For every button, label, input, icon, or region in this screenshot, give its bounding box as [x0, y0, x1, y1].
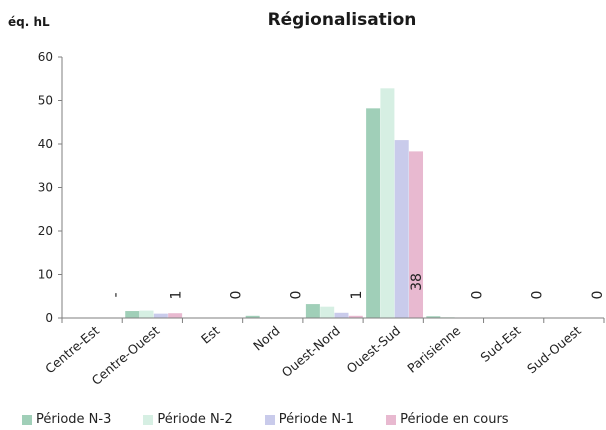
- bar: [320, 306, 335, 318]
- legend-label: Période en cours: [400, 412, 509, 427]
- legend-swatch: [22, 414, 32, 425]
- y-tick-label: 10: [38, 268, 53, 282]
- bar: [409, 151, 424, 318]
- bar: [426, 316, 441, 318]
- bar: [380, 88, 395, 318]
- bar: [245, 315, 260, 318]
- bar: [366, 108, 381, 318]
- x-tick-label: Centre-Est: [42, 323, 102, 377]
- data-label: -: [108, 292, 124, 297]
- data-label: 0: [530, 291, 546, 300]
- bar: [305, 304, 320, 318]
- bar: [334, 312, 349, 318]
- data-label: 38: [409, 273, 425, 291]
- legend-swatch: [264, 414, 275, 425]
- x-tick-label: Ouest-Sud: [344, 323, 404, 376]
- y-tick-label: 30: [38, 181, 53, 195]
- legend-item: Période N-2: [143, 412, 233, 427]
- data-label: 0: [590, 291, 606, 300]
- bar: [153, 313, 168, 318]
- data-label: 0: [289, 291, 305, 300]
- x-tick-label: Sud-Est: [477, 323, 523, 365]
- legend-item: Période N-1: [264, 412, 355, 427]
- bar: [139, 310, 154, 318]
- legend: Période N-3 Période N-2 Période N-1 Période…: [22, 412, 509, 427]
- y-tick-label: 40: [38, 137, 53, 151]
- x-tick-label: Sud-Ouest: [524, 323, 584, 377]
- data-label: 1: [168, 291, 184, 300]
- chart-title: Régionalisation: [268, 10, 417, 30]
- data-label: 0: [469, 291, 485, 300]
- x-tick-label: Est: [198, 323, 223, 347]
- bar: [125, 311, 140, 318]
- legend-label: Période N-2: [157, 412, 233, 427]
- bar: [394, 140, 409, 318]
- y-tick-label: 0: [45, 311, 53, 325]
- bar: [168, 313, 183, 318]
- legend-swatch: [386, 414, 397, 425]
- legend-item: Période N-3: [22, 412, 111, 427]
- x-tick-label: Parisienne: [404, 323, 463, 376]
- data-label: 1: [349, 291, 365, 300]
- legend-label: Période N-1: [278, 412, 355, 427]
- x-tick-label: Ouest-Nord: [279, 323, 343, 380]
- y-tick-label: 60: [38, 50, 53, 64]
- legend-label: Période N-3: [36, 412, 112, 427]
- legend-item: Période en cours: [386, 412, 509, 427]
- y-axis-label: éq. hL: [8, 15, 50, 29]
- y-tick-label: 50: [38, 94, 53, 108]
- bar: [348, 315, 363, 318]
- data-label: 0: [228, 291, 244, 300]
- y-tick-label: 20: [38, 224, 53, 238]
- legend-swatch: [143, 414, 154, 425]
- x-tick-label: Nord: [250, 323, 283, 354]
